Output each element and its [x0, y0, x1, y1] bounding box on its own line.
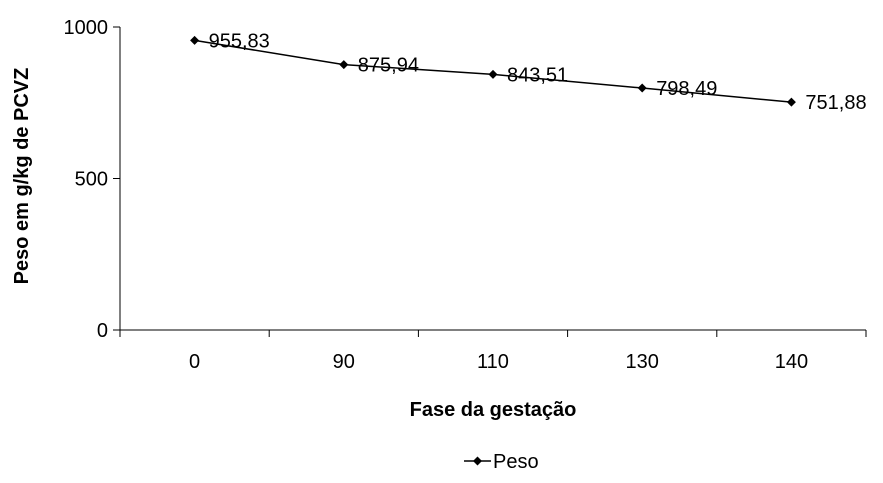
- y-tick-label: 1000: [64, 17, 109, 39]
- x-tick-label: 130: [626, 351, 659, 373]
- x-tick-label: 0: [189, 351, 200, 373]
- data-label: 843,51: [507, 64, 568, 86]
- data-label: 798,49: [656, 78, 717, 100]
- x-axis: 0 90 110 130 140: [119, 329, 867, 373]
- x-tick-label: 140: [775, 351, 808, 373]
- y-tick-label: 0: [97, 320, 108, 342]
- legend-marker: [473, 456, 482, 466]
- legend-label: Peso: [493, 451, 539, 473]
- data-point: [488, 69, 498, 79]
- data-labels: 955,83 875,94 843,51 798,49 751,88: [209, 30, 867, 114]
- y-axis: 0 500 1000: [64, 17, 121, 342]
- x-axis-title: Fase da gestação: [410, 399, 577, 421]
- data-point: [637, 83, 647, 93]
- y-tick-label: 500: [75, 169, 108, 191]
- x-tick-label: 110: [477, 351, 509, 373]
- data-point: [190, 35, 200, 45]
- x-tick-label: 90: [333, 351, 355, 373]
- y-axis-title: Peso em g/kg de PCVZ: [11, 68, 33, 285]
- data-point: [339, 60, 349, 70]
- data-label: 751,88: [805, 92, 866, 114]
- data-label: 875,94: [358, 55, 419, 77]
- series-peso: [190, 35, 796, 107]
- data-point: [786, 97, 796, 107]
- legend: Peso: [464, 451, 539, 473]
- data-label: 955,83: [209, 30, 270, 52]
